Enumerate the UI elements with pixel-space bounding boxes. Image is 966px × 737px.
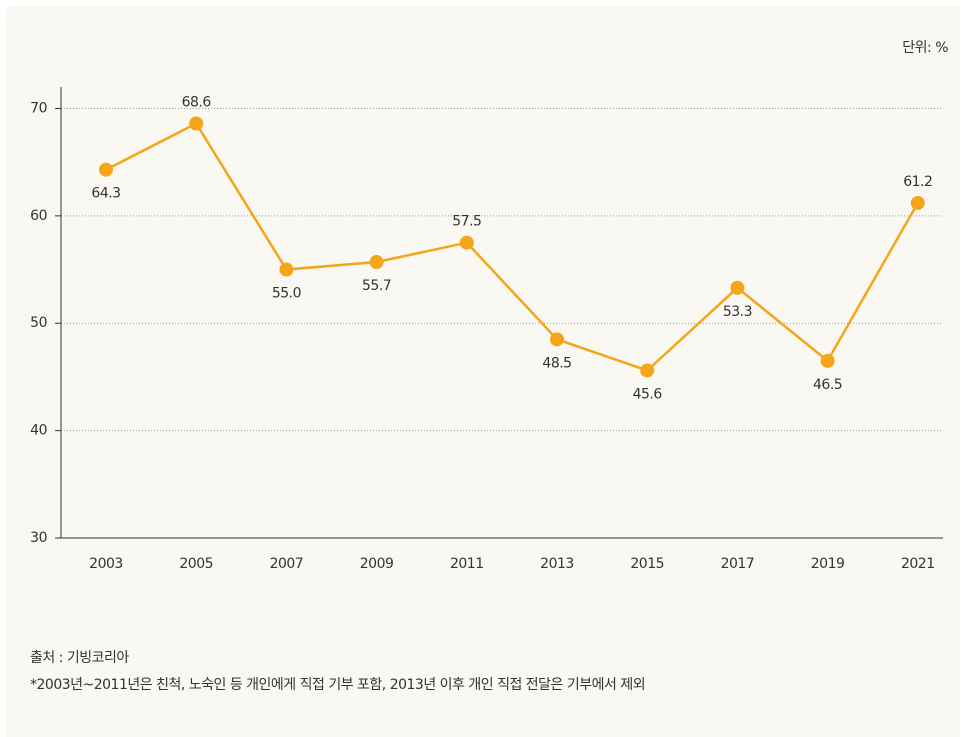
unit-note: 단위: % [902,40,948,56]
point [189,116,204,131]
x-tick-label: 2003 [89,556,123,572]
y-tick-label: 30 [30,530,47,546]
point [730,280,745,295]
x-tick-label: 2009 [360,556,394,572]
point [910,195,925,210]
point [279,262,294,277]
data-label: 61.2 [903,174,932,190]
y-tick-label: 50 [30,315,47,331]
source: 출처 : 기빙코리아 [30,650,129,666]
x-tick-label: 2005 [179,556,213,572]
chart-bg [6,6,960,737]
data-label: 68.6 [182,95,212,111]
data-label: 55.7 [362,278,391,294]
x-tick-label: 2011 [450,556,484,572]
data-label: 64.3 [91,186,120,202]
y-tick-label: 70 [30,100,47,116]
data-label: 45.6 [633,386,663,402]
x-tick-label: 2019 [811,556,845,572]
x-tick-label: 2017 [721,556,755,572]
data-label: 55.0 [272,286,301,302]
data-label: 57.5 [452,214,481,230]
data-label: 46.5 [813,377,842,393]
y-tick-label: 40 [30,423,47,439]
point [640,363,655,378]
point [459,235,474,250]
data-label: 53.3 [723,304,752,320]
point [550,332,564,347]
x-tick-label: 2007 [270,556,304,572]
line [105,121,919,372]
x-tick-label: 2013 [540,556,574,572]
point [99,162,113,177]
point [369,255,384,270]
footnote: *2003년~2011년은 친척, 노숙인 등 개인에게 직접 기부 포함, 2… [30,677,645,693]
x-tick-label: 2021 [901,556,935,572]
x-tick-label: 2015 [630,556,664,572]
point [820,353,835,368]
y-tick-label: 60 [30,208,47,224]
data-label: 48.5 [542,355,571,371]
